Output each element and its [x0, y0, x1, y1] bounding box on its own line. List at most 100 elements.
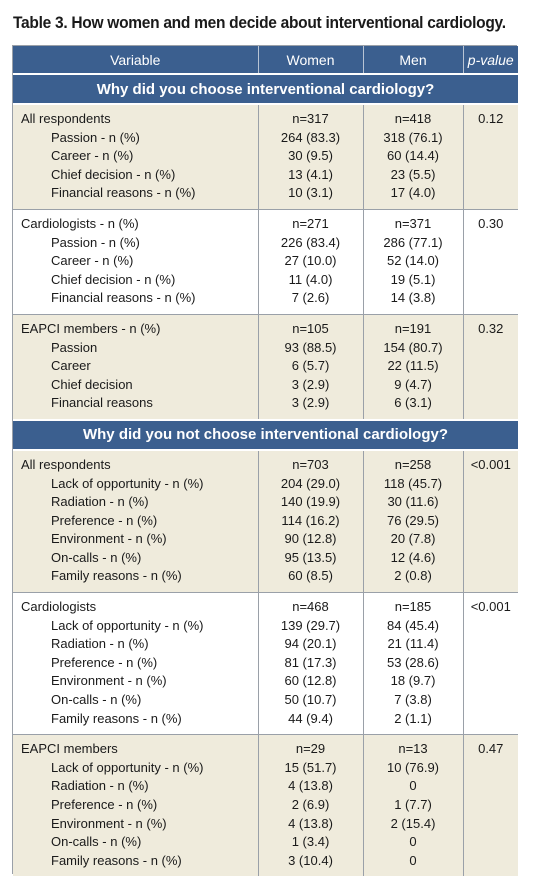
group-pvalue: <0.001 — [470, 599, 511, 615]
group-women-n: n=29 — [295, 741, 326, 757]
subitem-men-value: 30 (11.6) — [387, 494, 439, 510]
subitem-label: Career - n (%) — [51, 253, 134, 269]
subitem-women-value: 4 (13.8) — [288, 815, 333, 831]
subitem-women-value: 60 (8.5) — [288, 568, 333, 584]
subitem-label: Radiation - n (%) — [51, 636, 149, 652]
subitem-label: Preference - n (%) — [51, 512, 158, 528]
subitem-men-value: 1 (7.7) — [394, 797, 432, 812]
subitem-label: Career - n (%) — [51, 148, 134, 164]
group-row: EAPCI members Lack of opportunity - n (%)… — [13, 734, 518, 877]
subitem-women-value: 204 (29.0) — [280, 475, 341, 491]
subitem-men-value: 0 — [409, 852, 417, 868]
subitem-men-value: 318 (76.1) — [383, 129, 443, 145]
subitem-label: Lack of opportunity - n (%) — [51, 475, 204, 491]
header-pvalue: p-value — [462, 46, 518, 74]
subitem-label: Preference - n (%) — [51, 797, 158, 812]
group-label: All respondents — [21, 456, 111, 472]
results-table: Variable Women Men p-value Why did you c… — [13, 46, 518, 877]
subitem-women-value: 90 (12.8) — [284, 531, 337, 547]
subitem-women-value: 3 (10.4) — [288, 852, 333, 868]
subitem-men-value: 286 (77.1) — [383, 234, 443, 250]
subitem-women-value: 50 (10.7) — [284, 692, 337, 708]
pvalue-cell: 0.12 — [462, 104, 518, 210]
subitem-women-value: 81 (17.3) — [284, 654, 337, 670]
subitem-men-value: 60 (14.4) — [386, 148, 440, 164]
subitem-label: Financial reasons - n (%) — [51, 290, 196, 306]
group-women-n: n=468 — [292, 599, 329, 615]
subitem-women-value: 30 (9.5) — [288, 148, 333, 164]
subitem-label: Chief decision — [51, 376, 133, 392]
section-header-row: Why did you not choose interventional ca… — [13, 418, 518, 451]
group-men-n: n=191 — [394, 320, 432, 336]
subitem-label: Chief decision - n (%) — [51, 166, 176, 182]
subitem-label: On-calls - n (%) — [51, 834, 142, 850]
group-pvalue: 0.47 — [478, 741, 504, 757]
subitem-women-value: 3 (2.9) — [291, 395, 330, 411]
group-row: Cardiologists Lack of opportunity - n (%)… — [13, 592, 518, 736]
men-cell: n=185 84 (45.4) 21 (11.4) 53 (28.6) 18 (9.7)… — [362, 592, 463, 736]
group-women-n: n=317 — [292, 111, 329, 126]
header-pvalue-label: p-value — [467, 51, 514, 68]
men-cell: n=13 10 (76.9) 0 1 (7.7) 2 (15.4) 0 0 — [362, 734, 463, 877]
subitem-men-value: 52 (14.0) — [386, 253, 440, 269]
subitem-label: On-calls - n (%) — [51, 549, 142, 565]
subitem-women-value: 4 (13.8) — [288, 778, 333, 794]
subitem-women-value: 13 (4.1) — [288, 166, 333, 182]
variable-cell: Cardiologists - n (%) Passion - n (%) Care… — [13, 209, 258, 315]
subitem-men-value: 84 (45.4) — [386, 617, 440, 633]
group-women-n: n=271 — [292, 215, 329, 231]
section-title: Why did you not choose interventional ca… — [13, 418, 518, 451]
subitem-women-value: 1 (3.4) — [291, 834, 330, 850]
subitem-label: Family reasons - n (%) — [51, 568, 182, 584]
subitem-women-value: 140 (19.9) — [280, 494, 341, 510]
group-women-n: n=703 — [292, 456, 329, 472]
subitem-men-value: 118 (45.7) — [383, 475, 443, 491]
subitem-men-value: 9 (4.7) — [394, 376, 432, 392]
men-cell: n=418 318 (76.1) 60 (14.4) 23 (5.5) 17 (4.0) — [362, 104, 463, 210]
subitem-men-value: 17 (4.0) — [390, 185, 436, 201]
subitem-men-value: 76 (29.5) — [386, 512, 440, 528]
table-caption: Table 3. How women and men decide about … — [13, 14, 506, 32]
subitem-label: Passion - n (%) — [51, 234, 140, 250]
group-men-n: n=418 — [394, 111, 432, 126]
women-cell: n=105 93 (88.5) 6 (5.7) 3 (2.9) 3 (2.9) — [257, 314, 363, 421]
variable-cell: Cardiologists Lack of opportunity - n (%)… — [13, 592, 258, 736]
women-cell: n=317 264 (83.3) 30 (9.5) 13 (4.1) 10 (3.1) — [257, 104, 363, 210]
subitem-men-value: 53 (28.6) — [386, 654, 440, 670]
subitem-label: Financial reasons — [51, 395, 153, 411]
group-row: EAPCI members - n (%) Passion Career Chief … — [13, 314, 518, 421]
subitem-label: On-calls - n (%) — [51, 692, 142, 708]
subitem-label: Financial reasons - n (%) — [51, 185, 196, 201]
header-row: Variable Women Men p-value — [13, 46, 518, 74]
men-cell: n=191 154 (80.7) 22 (11.5) 9 (4.7) 6 (3.1) — [362, 314, 463, 421]
subitem-women-value: 95 (13.5) — [284, 549, 337, 565]
section-header-row: Why did you choose interventional cardio… — [13, 73, 518, 105]
header-variable: Variable — [13, 46, 258, 74]
group-pvalue: 0.12 — [478, 111, 504, 126]
group-label: EAPCI members - n (%) — [21, 320, 161, 336]
subitem-men-value: 154 (80.7) — [383, 339, 443, 355]
subitem-men-value: 0 — [409, 834, 417, 850]
subitem-men-value: 14 (3.8) — [390, 290, 436, 306]
subitem-men-value: 2 (15.4) — [390, 815, 436, 831]
subitem-label: Preference - n (%) — [51, 654, 158, 670]
subitem-men-value: 18 (9.7) — [390, 673, 436, 689]
subitem-men-value: 20 (7.8) — [390, 531, 436, 547]
group-row: All respondents Lack of opportunity - n (… — [13, 449, 518, 594]
subitem-women-value: 15 (51.7) — [284, 759, 337, 775]
subitem-men-value: 23 (5.5) — [390, 166, 436, 182]
women-cell: n=29 15 (51.7) 4 (13.8) 2 (6.9) 4 (13.8) 1 (3… — [257, 734, 363, 877]
group-pvalue: 0.32 — [478, 320, 504, 336]
subitem-label: Radiation - n (%) — [51, 494, 149, 510]
women-cell: n=271 226 (83.4) 27 (10.0) 11 (4.0) 7 (2.6) — [257, 209, 363, 315]
subitem-women-value: 3 (2.9) — [291, 376, 330, 392]
subitem-women-value: 10 (3.1) — [288, 185, 333, 201]
subitem-label: Passion — [51, 339, 98, 355]
subitem-label: Career — [51, 358, 91, 374]
men-cell: n=371 286 (77.1) 52 (14.0) 19 (5.1) 14 (3.8) — [362, 209, 463, 315]
women-cell: n=468 139 (29.7) 94 (20.1) 81 (17.3) 60 (12.… — [257, 592, 363, 736]
subitem-women-value: 94 (20.1) — [284, 636, 337, 652]
subitem-women-value: 44 (9.4) — [288, 710, 333, 726]
subitem-women-value: 114 (16.2) — [281, 512, 340, 528]
subitem-label: Family reasons - n (%) — [51, 852, 182, 868]
